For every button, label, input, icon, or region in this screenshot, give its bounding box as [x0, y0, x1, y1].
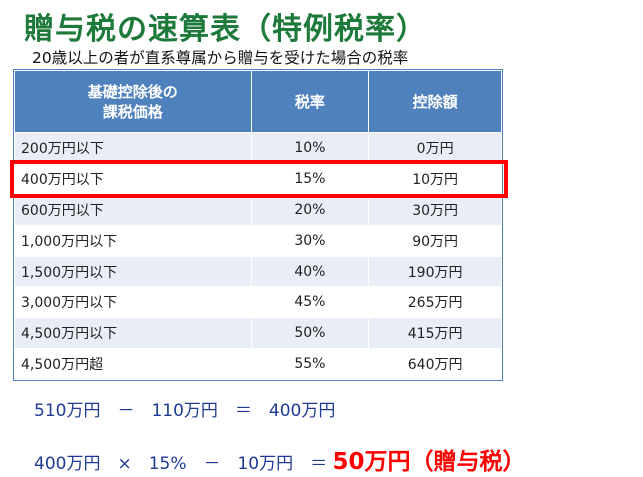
page-title: 贈与税の速算表（特例税率） [24, 12, 427, 47]
taxable-amount-cell: 400万円以下 [14, 162, 252, 195]
calculation-formula: 400万円 × 15% － 10万円 ＝ [34, 454, 328, 474]
tax-rate-table: 基礎控除後の 課税価格 税率 控除額 200万円以下 10% 0万円 400万円… [13, 68, 503, 382]
tax-rate-cell: 30% [250, 224, 370, 257]
table-row: 600万円以下 20% 30万円 [14, 193, 502, 226]
table-row: 200万円以下 10% 0万円 [14, 132, 502, 164]
deduction-cell: 640万円 [368, 348, 502, 381]
table-row: 1,000万円以下 30% 90万円 [14, 224, 502, 257]
table-row-highlighted: 400万円以下 15% 10万円 [14, 162, 502, 195]
page-subtitle: 20歳以上の者が直系尊属から贈与を受けた場合の税率 [32, 49, 409, 67]
calculation-line-2: 400万円 × 15% － 10万円 ＝ 50万円（贈与税） [34, 442, 526, 476]
table-row: 1,500万円以下 40% 190万円 [14, 255, 502, 288]
deduction-cell: 10万円 [368, 162, 502, 195]
calculation-result: 50万円（贈与税） [332, 449, 526, 475]
taxable-amount-cell: 200万円以下 [14, 132, 252, 164]
taxable-amount-cell: 1,000万円以下 [14, 224, 252, 257]
tax-rate-cell: 15% [250, 162, 370, 195]
table-row: 4,500万円以下 50% 415万円 [14, 317, 502, 350]
deduction-cell: 415万円 [368, 317, 502, 350]
taxable-amount-cell: 3,000万円以下 [14, 286, 252, 319]
taxable-amount-cell: 4,500万円超 [14, 348, 252, 381]
deduction-cell: 265万円 [368, 286, 502, 319]
tax-rate-cell: 55% [250, 348, 370, 381]
header-taxable-amount: 基礎控除後の 課税価格 [14, 70, 252, 133]
taxable-amount-cell: 4,500万円以下 [14, 317, 252, 350]
table-row: 4,500万円超 55% 640万円 [14, 348, 502, 381]
tax-rate-cell: 45% [250, 286, 370, 319]
header-tax-rate: 税率 [250, 70, 370, 133]
taxable-amount-cell: 1,500万円以下 [14, 255, 252, 288]
header-deduction: 控除額 [368, 70, 502, 133]
tax-rate-cell: 10% [250, 132, 370, 164]
deduction-cell: 190万円 [368, 255, 502, 288]
tax-rate-cell: 50% [250, 317, 370, 350]
table-header-row: 基礎控除後の 課税価格 税率 控除額 [14, 70, 502, 133]
deduction-cell: 0万円 [368, 132, 502, 164]
deduction-cell: 90万円 [368, 224, 502, 257]
deduction-cell: 30万円 [368, 193, 502, 226]
tax-rate-cell: 20% [250, 193, 370, 226]
tax-rate-cell: 40% [250, 255, 370, 288]
calculation-line-1: 510万円 － 110万円 ＝ 400万円 [34, 401, 336, 421]
taxable-amount-cell: 600万円以下 [14, 193, 252, 226]
table-row: 3,000万円以下 45% 265万円 [14, 286, 502, 319]
